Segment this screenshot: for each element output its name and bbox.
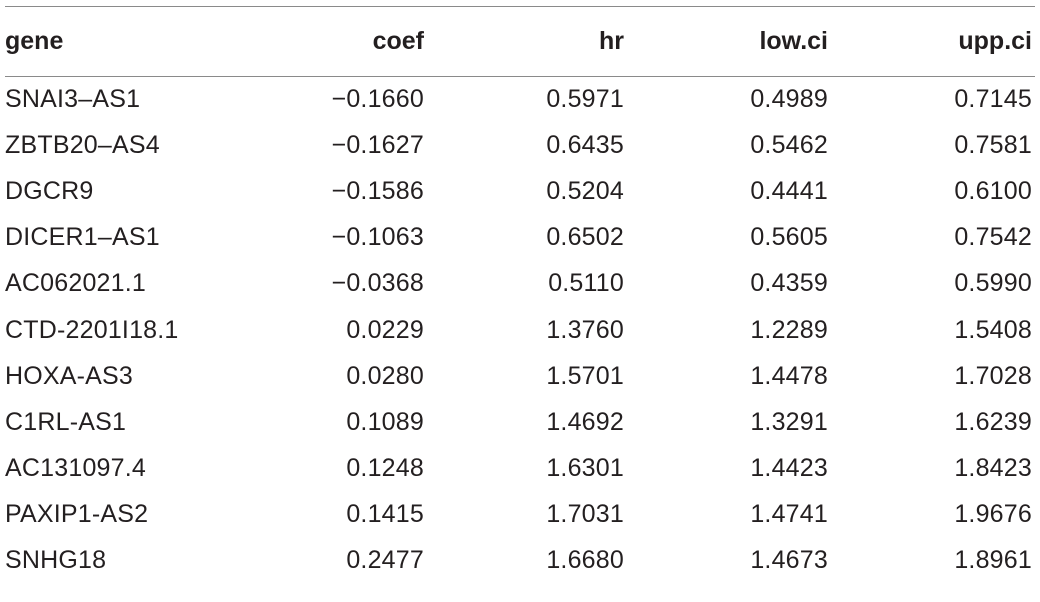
cell-upp-ci: 1.9676 [954,500,1032,529]
header-row: gene coef hr low.ci upp.ci [5,7,1035,76]
cell-upp-ci: 0.5990 [954,269,1032,298]
cox-regression-table: gene coef hr low.ci upp.ci SNAI3–AS1 −0.… [5,7,1035,584]
header-upp-ci: upp.ci [958,27,1032,55]
cell-low-ci: 0.5462 [750,130,828,159]
cell-low-ci: 1.4741 [750,500,828,529]
header-low-ci: low.ci [759,27,828,55]
cell-gene: SNHG18 [5,546,107,575]
cell-hr: 0.6502 [546,223,624,252]
cell-coef: −0.1660 [331,84,424,113]
table-row: DGCR9 −0.1586 0.5204 0.4441 0.6100 [5,168,1035,214]
header-coef: coef [372,27,424,55]
cell-coef: −0.0368 [331,269,424,298]
cell-upp-ci: 1.6239 [954,407,1032,436]
cell-hr: 0.5110 [548,269,624,298]
cell-gene: C1RL-AS1 [5,407,127,436]
cell-gene: DGCR9 [5,176,94,205]
table-row: ZBTB20–AS4 −0.1627 0.6435 0.5462 0.7581 [5,122,1035,168]
cell-gene: DICER1–AS1 [5,223,160,252]
cell-gene: AC062021.1 [5,269,147,298]
cell-coef: 0.0280 [346,361,424,390]
cell-low-ci: 0.4359 [750,269,828,298]
cell-low-ci: 0.4989 [750,84,828,113]
cell-upp-ci: 1.5408 [954,315,1032,344]
table-row: AC062021.1 −0.0368 0.5110 0.4359 0.5990 [5,261,1035,307]
cell-coef: 0.0229 [346,315,424,344]
cell-coef: −0.1063 [331,223,424,252]
table-body: SNAI3–AS1 −0.1660 0.5971 0.4989 0.7145 Z… [5,76,1035,584]
table-row: C1RL-AS1 0.1089 1.4692 1.3291 1.6239 [5,399,1035,445]
table-row: CTD-2201I18.1 0.0229 1.3760 1.2289 1.540… [5,307,1035,353]
cell-gene: ZBTB20–AS4 [5,130,160,159]
cell-low-ci: 1.3291 [750,407,828,436]
cell-low-ci: 1.2289 [750,315,828,344]
cell-coef: 0.1415 [346,500,424,529]
table-header: gene coef hr low.ci upp.ci [5,7,1035,76]
cell-hr: 0.5204 [546,176,624,205]
cell-coef: −0.1586 [331,176,424,205]
cell-coef: 0.1089 [346,407,424,436]
cell-hr: 1.6301 [546,454,624,483]
cell-low-ci: 1.4423 [750,454,828,483]
header-hr: hr [599,27,624,55]
cell-hr: 0.6435 [546,130,624,159]
table-row: PAXIP1-AS2 0.1415 1.7031 1.4741 1.9676 [5,492,1035,538]
table-header-rule [5,76,1035,77]
cell-upp-ci: 0.7581 [954,130,1032,159]
table-row: SNAI3–AS1 −0.1660 0.5971 0.4989 0.7145 [5,76,1035,122]
cell-upp-ci: 0.7542 [954,223,1032,252]
cell-gene: HOXA-AS3 [5,361,134,390]
cell-hr: 1.4692 [546,407,624,436]
cell-gene: PAXIP1-AS2 [5,500,149,529]
table-top-rule [5,6,1035,7]
table-row: HOXA-AS3 0.0280 1.5701 1.4478 1.7028 [5,353,1035,399]
table-row: AC131097.4 0.1248 1.6301 1.4423 1.8423 [5,446,1035,492]
cell-gene: AC131097.4 [5,454,147,483]
cell-coef: −0.1627 [331,130,424,159]
cell-upp-ci: 0.6100 [954,176,1032,205]
cell-coef: 0.2477 [346,546,424,575]
cell-upp-ci: 1.8961 [954,546,1032,575]
cell-hr: 1.3760 [546,315,624,344]
cell-gene: SNAI3–AS1 [5,84,141,113]
cell-coef: 0.1248 [346,454,424,483]
cell-hr: 1.6680 [546,546,624,575]
cell-hr: 0.5971 [546,84,624,113]
cell-hr: 1.5701 [546,361,624,390]
cell-upp-ci: 0.7145 [954,84,1032,113]
cell-upp-ci: 1.8423 [954,454,1032,483]
header-gene: gene [5,27,64,55]
table-row: DICER1–AS1 −0.1063 0.6502 0.5605 0.7542 [5,215,1035,261]
cell-low-ci: 0.4441 [750,176,828,205]
cell-hr: 1.7031 [546,500,624,529]
cell-low-ci: 1.4478 [750,361,828,390]
table-row: SNHG18 0.2477 1.6680 1.4673 1.8961 [5,538,1035,584]
cell-upp-ci: 1.7028 [954,361,1032,390]
cell-gene: CTD-2201I18.1 [5,315,179,344]
cell-low-ci: 1.4673 [750,546,828,575]
cell-low-ci: 0.5605 [750,223,828,252]
